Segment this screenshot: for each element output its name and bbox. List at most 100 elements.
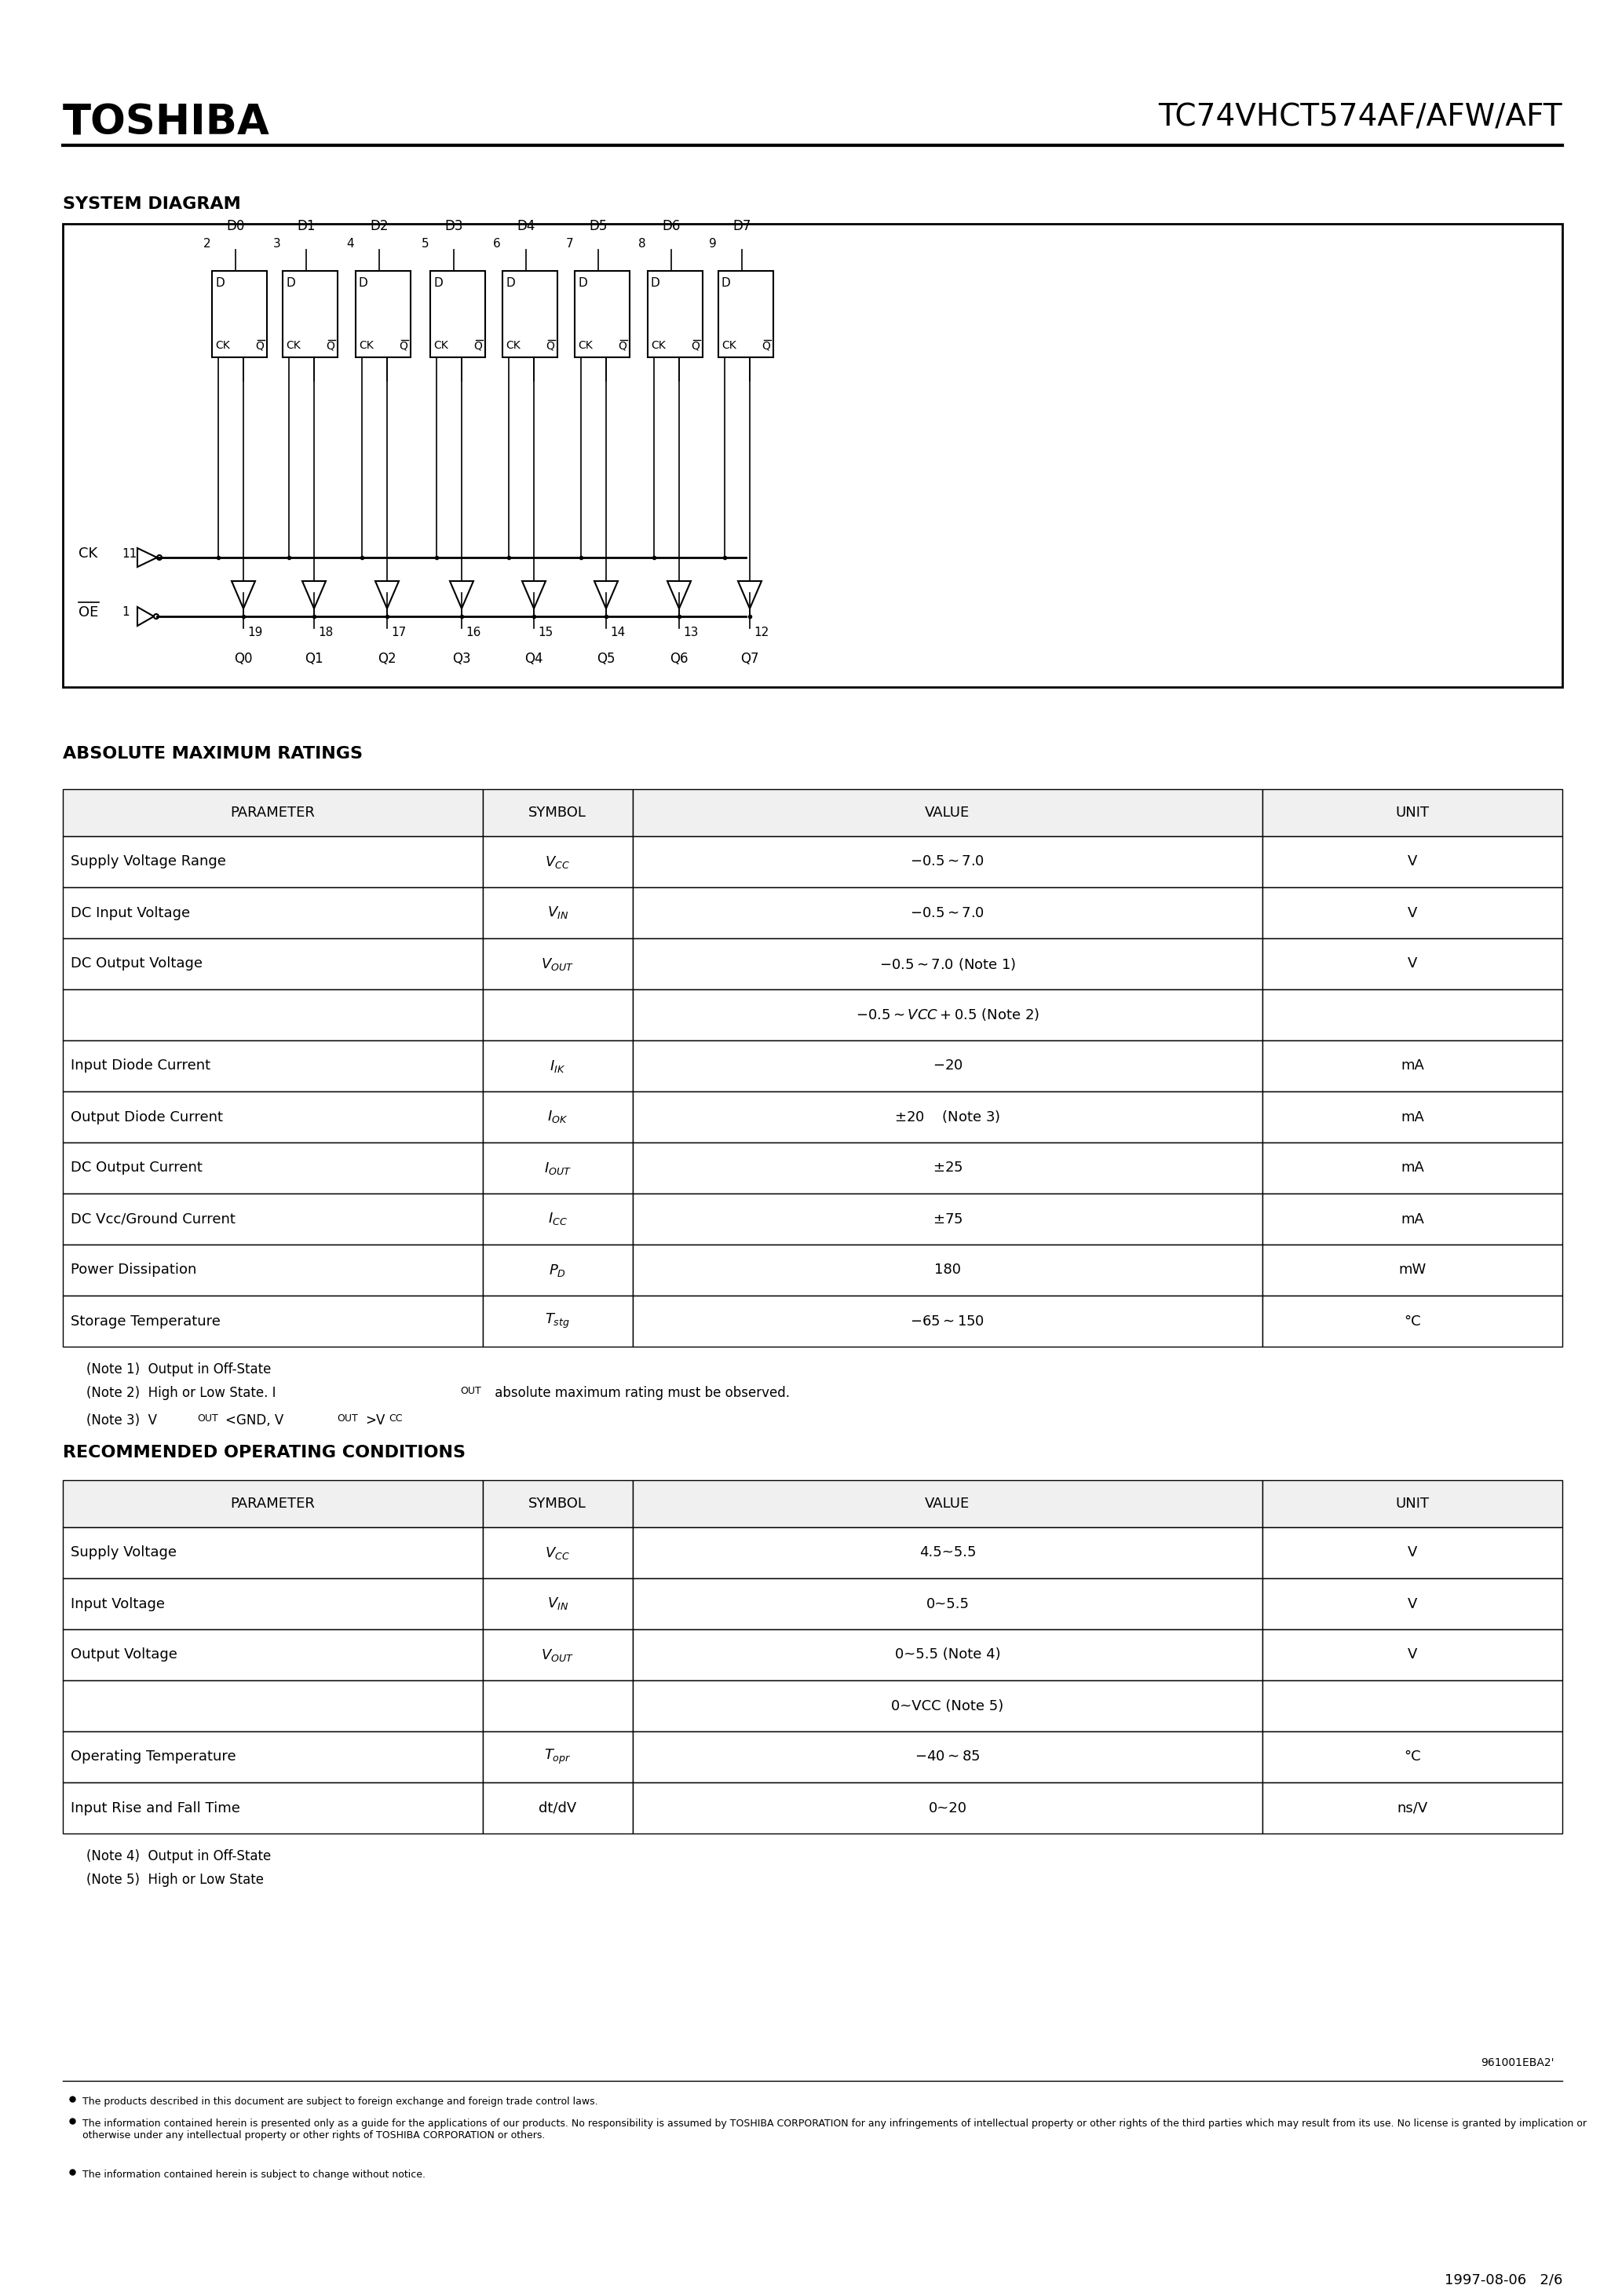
Text: The products described in this document are subject to foreign exchange and fore: The products described in this document … — [83, 2096, 599, 2108]
Text: absolute maximum rating must be observed.: absolute maximum rating must be observed… — [491, 1387, 790, 1401]
Text: Q0: Q0 — [234, 652, 253, 666]
Bar — [1262, 790, 1562, 836]
Bar — [63, 1527, 483, 1577]
Bar — [63, 1194, 483, 1244]
Bar — [63, 1731, 483, 1782]
Text: Q1: Q1 — [305, 652, 323, 666]
Text: UNIT: UNIT — [1395, 806, 1429, 820]
Text: Q: Q — [474, 340, 482, 351]
FancyBboxPatch shape — [63, 223, 1562, 687]
Text: $-40{\sim}85$: $-40{\sim}85$ — [915, 1750, 980, 1763]
Text: D: D — [358, 278, 368, 289]
Bar — [1262, 1091, 1562, 1143]
Text: $-0.5{\sim}VCC+0.5$ (Note 2): $-0.5{\sim}VCC+0.5$ (Note 2) — [856, 1008, 1040, 1022]
Text: (Note 4)  Output in Off-State: (Note 4) Output in Off-State — [86, 1848, 271, 1864]
Bar — [483, 1681, 633, 1731]
Text: Q: Q — [762, 340, 770, 351]
Bar — [483, 836, 633, 886]
Text: 0~VCC (Note 5): 0~VCC (Note 5) — [892, 1699, 1004, 1713]
Bar — [483, 1731, 633, 1782]
Bar — [633, 1143, 1262, 1194]
Bar — [1262, 1295, 1562, 1348]
Bar — [633, 939, 1262, 990]
Bar — [63, 1577, 483, 1630]
Bar — [633, 1630, 1262, 1681]
Text: Q: Q — [545, 340, 555, 351]
Bar — [633, 1194, 1262, 1244]
Bar — [633, 1244, 1262, 1295]
Text: Q: Q — [618, 340, 626, 351]
Text: mW: mW — [1398, 1263, 1426, 1277]
Text: CK: CK — [285, 340, 300, 351]
Circle shape — [154, 613, 159, 618]
Bar — [503, 271, 558, 358]
Text: 14: 14 — [610, 627, 624, 638]
Text: $I_{IK}$: $I_{IK}$ — [550, 1058, 566, 1075]
Text: Q5: Q5 — [597, 652, 615, 666]
Bar — [483, 939, 633, 990]
Text: CK: CK — [216, 340, 230, 351]
Text: Q: Q — [326, 340, 334, 351]
Bar — [483, 1194, 633, 1244]
Text: DC Output Voltage: DC Output Voltage — [71, 957, 203, 971]
Text: V: V — [1408, 905, 1418, 921]
Text: Q: Q — [255, 340, 264, 351]
Bar — [483, 1782, 633, 1835]
Text: V: V — [1408, 1545, 1418, 1559]
Text: UNIT: UNIT — [1395, 1497, 1429, 1511]
Text: D5: D5 — [589, 218, 607, 234]
Text: $V_{CC}$: $V_{CC}$ — [545, 1545, 571, 1561]
Text: 5: 5 — [422, 239, 428, 250]
Bar — [483, 886, 633, 939]
Text: $P_D$: $P_D$ — [548, 1263, 566, 1279]
Bar — [719, 271, 774, 358]
Text: CK: CK — [433, 340, 448, 351]
Text: V: V — [1408, 1596, 1418, 1612]
Text: 9: 9 — [709, 239, 717, 250]
Text: 13: 13 — [683, 627, 697, 638]
Text: D: D — [433, 278, 443, 289]
Bar — [1262, 1681, 1562, 1731]
Polygon shape — [138, 606, 154, 627]
Text: D0: D0 — [227, 218, 245, 234]
Polygon shape — [449, 581, 474, 608]
Text: 17: 17 — [391, 627, 406, 638]
Polygon shape — [375, 581, 399, 608]
Text: mA: mA — [1401, 1058, 1424, 1072]
Bar — [1262, 1143, 1562, 1194]
Text: 0~20: 0~20 — [928, 1800, 967, 1816]
Text: VALUE: VALUE — [925, 1497, 970, 1511]
Bar — [633, 1681, 1262, 1731]
Text: D: D — [506, 278, 514, 289]
Bar — [63, 1091, 483, 1143]
Bar — [63, 1040, 483, 1091]
Text: OE: OE — [78, 606, 99, 620]
Polygon shape — [232, 581, 255, 608]
Text: Q3: Q3 — [453, 652, 470, 666]
Text: Input Diode Current: Input Diode Current — [71, 1058, 211, 1072]
Bar — [63, 1481, 483, 1527]
Bar — [647, 271, 702, 358]
Bar — [483, 1577, 633, 1630]
Text: <GND, V: <GND, V — [225, 1414, 284, 1428]
Text: Q7: Q7 — [741, 652, 759, 666]
Text: $I_{OUT}$: $I_{OUT}$ — [543, 1159, 571, 1176]
Text: 7: 7 — [566, 239, 573, 250]
Text: D: D — [577, 278, 587, 289]
Text: $-65{\sim}150$: $-65{\sim}150$ — [910, 1313, 985, 1327]
Text: Input Voltage: Input Voltage — [71, 1596, 165, 1612]
Text: 180: 180 — [934, 1263, 960, 1277]
Bar — [483, 1481, 633, 1527]
Bar — [355, 271, 410, 358]
Text: °C: °C — [1405, 1313, 1421, 1327]
Text: D7: D7 — [733, 218, 751, 234]
Bar — [63, 1782, 483, 1835]
Text: CC: CC — [389, 1414, 402, 1424]
Text: 4: 4 — [347, 239, 354, 250]
Bar — [63, 939, 483, 990]
Text: D: D — [216, 278, 224, 289]
Text: Operating Temperature: Operating Temperature — [71, 1750, 237, 1763]
Text: D: D — [722, 278, 732, 289]
Bar — [633, 1577, 1262, 1630]
Polygon shape — [738, 581, 762, 608]
